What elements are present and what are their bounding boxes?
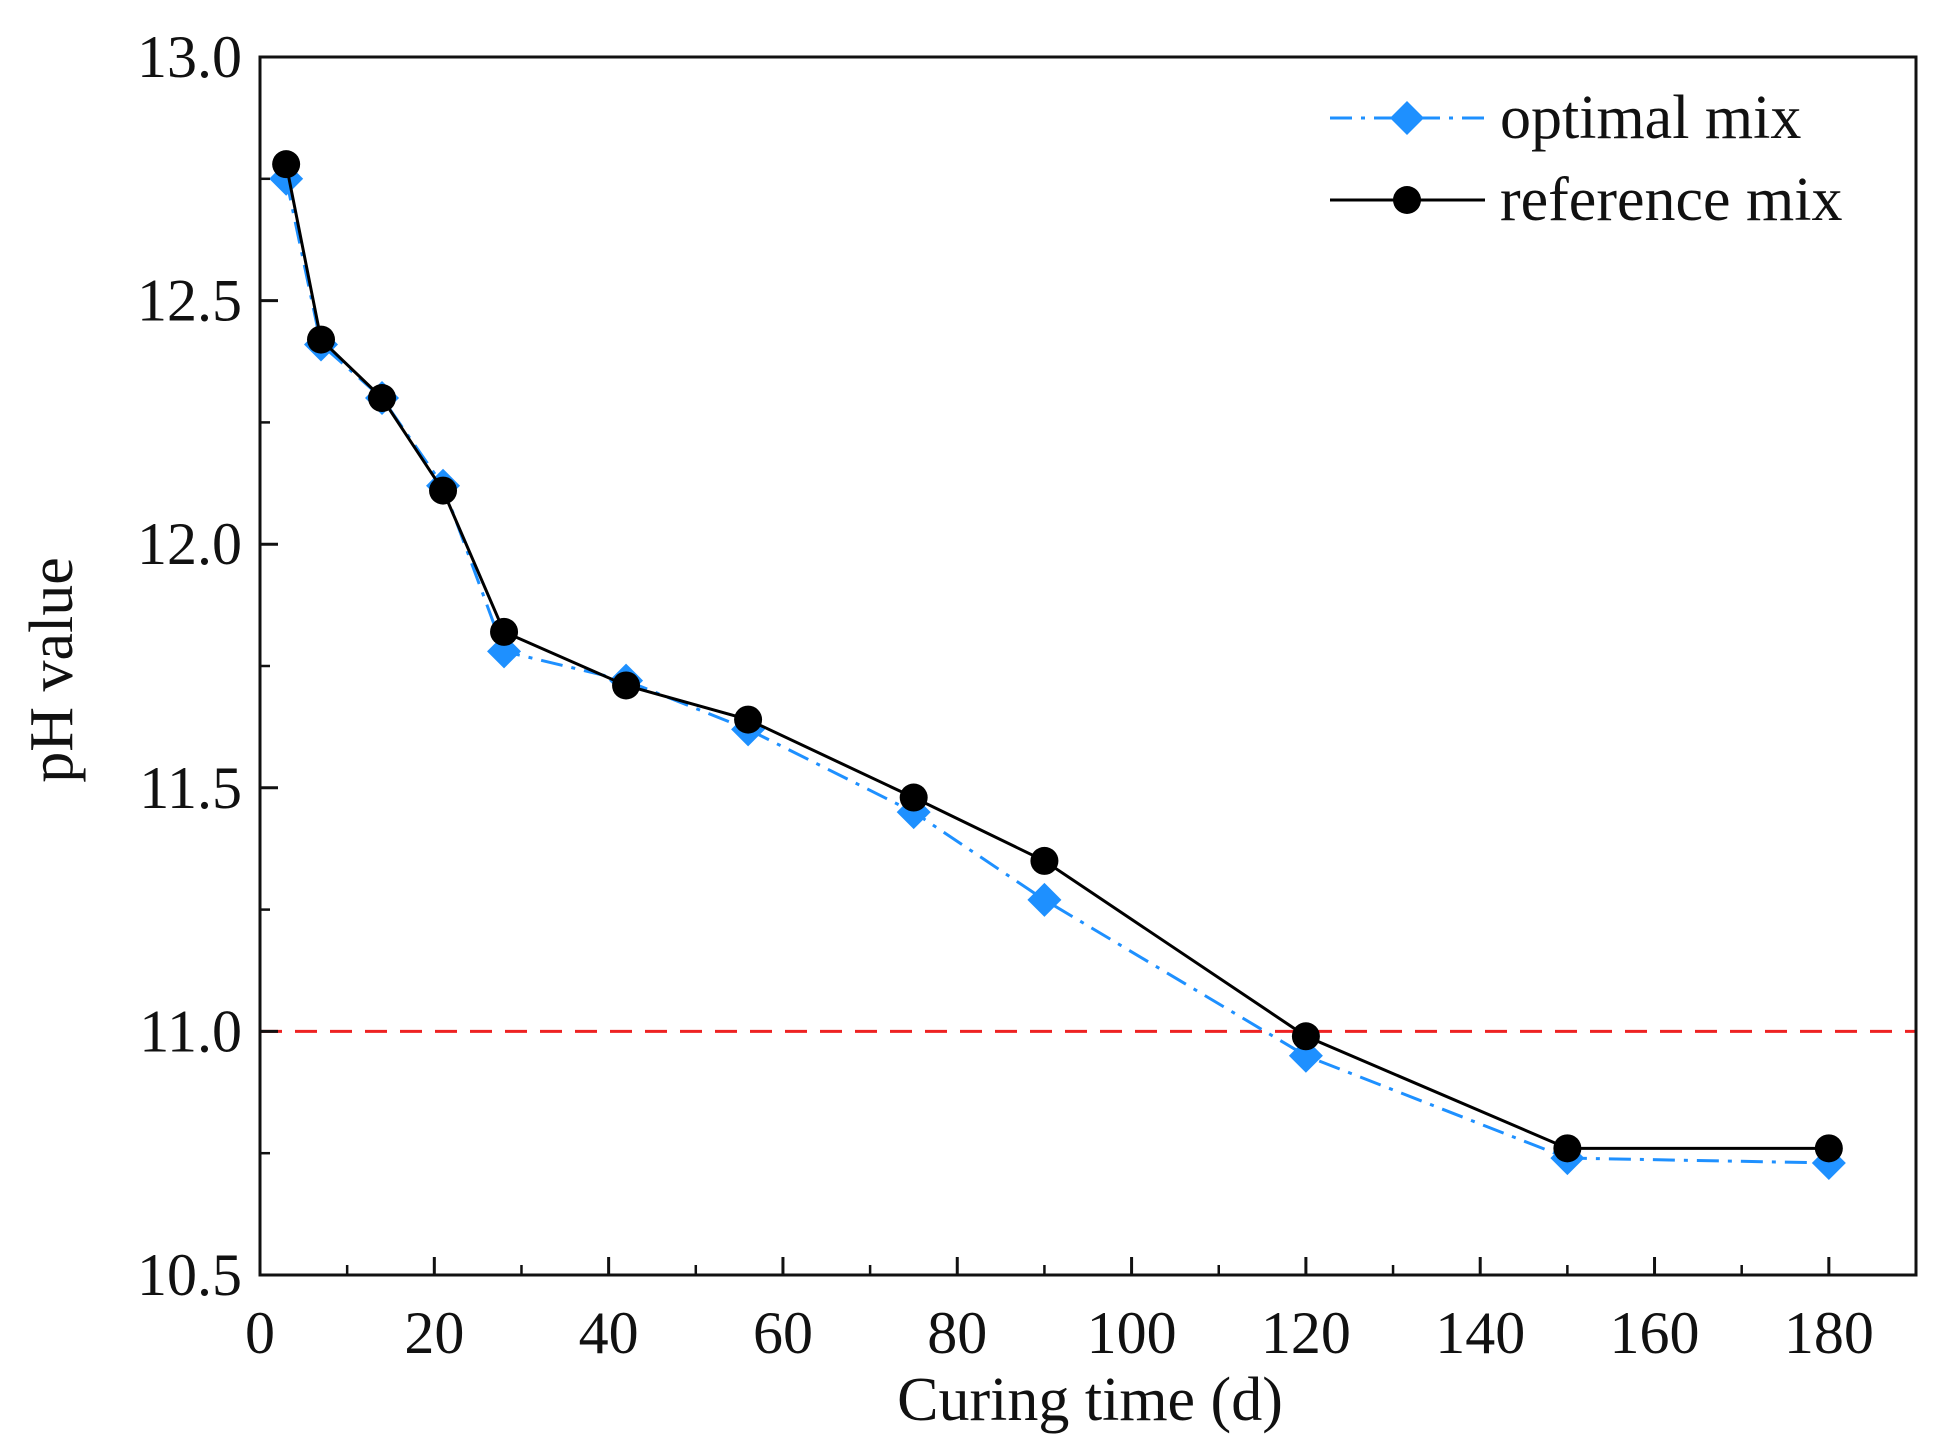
data-point-reference-mix: [734, 705, 763, 734]
data-point-reference-mix: [307, 325, 336, 354]
series-reference-mix: [272, 150, 1843, 1163]
plot-frame: [258, 55, 1918, 1277]
data-point-reference-mix: [490, 617, 519, 646]
x-tick-label: 80: [927, 1300, 987, 1366]
x-tick-label: 140: [1435, 1300, 1525, 1366]
x-tick-label: 0: [245, 1300, 275, 1366]
x-tick-label: 180: [1784, 1300, 1874, 1366]
data-point-reference-mix: [899, 783, 928, 812]
y-tick-label: 12.0: [137, 511, 242, 577]
legend-label-optimal-mix: optimal mix: [1500, 84, 1801, 152]
x-tick-label: 160: [1610, 1300, 1700, 1366]
series-line-optimal-mix: [284, 178, 1829, 1165]
data-point-reference-mix: [612, 671, 641, 700]
data-point-reference-mix: [1291, 1022, 1320, 1051]
series-group: [269, 150, 1846, 1180]
legend-label-reference-mix: reference mix: [1500, 166, 1842, 234]
x-tick-label: 100: [1087, 1300, 1177, 1366]
y-tick-label: 12.5: [137, 268, 242, 334]
data-point-reference-mix: [1553, 1134, 1582, 1163]
series-line-reference-mix: [284, 163, 1829, 1150]
data-point-optimal-mix: [1027, 882, 1062, 917]
data-point-reference-mix: [429, 476, 458, 505]
x-tick-label: 40: [579, 1300, 639, 1366]
data-point-reference-mix: [1814, 1134, 1843, 1163]
data-point-reference-mix: [272, 150, 301, 179]
data-point-reference-mix: [368, 384, 397, 413]
y-tick-label: 11.0: [139, 998, 242, 1064]
x-tick-label: 120: [1261, 1300, 1351, 1366]
y-axis-title: pH value: [18, 557, 86, 783]
series-optimal-mix: [269, 161, 1846, 1180]
legend: optimal mix reference mix: [1330, 84, 1842, 234]
axes-group: 0 20 40 60 80 100 120 140 160 180 10.5 11.0 11.5 12.0…: [137, 24, 1918, 1366]
data-point-reference-mix: [1030, 846, 1059, 875]
y-tick-label: 11.5: [139, 755, 242, 821]
y-tick-label: 13.0: [137, 24, 242, 90]
y-tick-label: 10.5: [137, 1242, 242, 1308]
legend-marker-reference-mix: [1393, 186, 1421, 214]
x-tick-label: 20: [404, 1300, 464, 1366]
legend-marker-optimal-mix: [1390, 101, 1424, 135]
x-axis-title: Curing time (d): [897, 1366, 1283, 1434]
x-tick-label: 60: [753, 1300, 813, 1366]
